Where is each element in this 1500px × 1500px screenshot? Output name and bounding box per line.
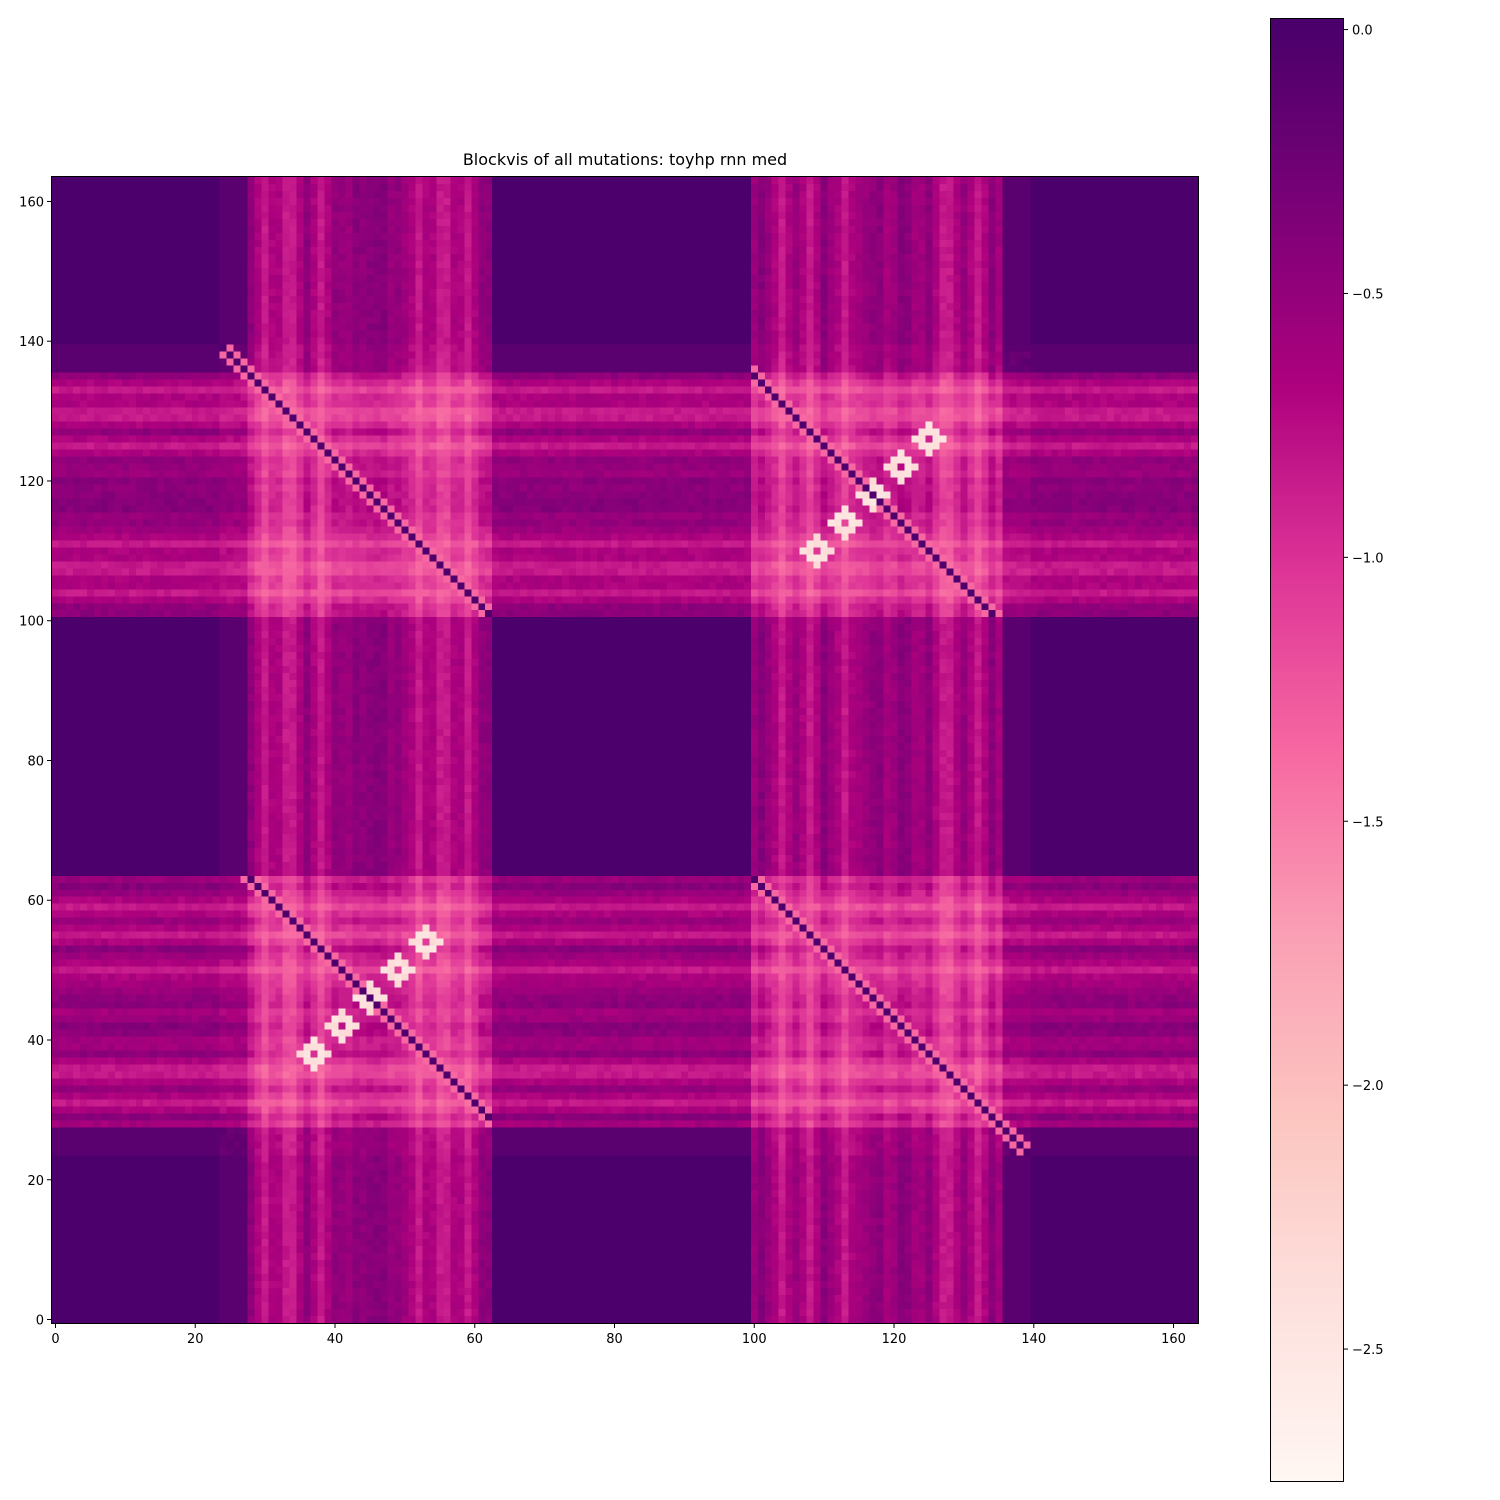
y-tick-label: 120 xyxy=(19,475,44,490)
chart-title: Blockvis of all mutations: toyhp rnn med xyxy=(462,150,788,169)
y-tick-label: 80 xyxy=(27,754,44,769)
x-tick-label: 140 xyxy=(1021,1332,1046,1347)
y-tick-label: 100 xyxy=(19,615,44,630)
colorbar-tick-label: −1.5 xyxy=(1352,815,1384,830)
colorbar-tick-label: −2.5 xyxy=(1352,1343,1384,1358)
x-tick-label: 80 xyxy=(606,1332,623,1347)
colorbar-gradient xyxy=(1271,19,1343,1481)
y-tick-label: 60 xyxy=(27,894,44,909)
y-tick-label: 140 xyxy=(19,335,44,350)
x-tick-label: 40 xyxy=(327,1332,344,1347)
colorbar-tick-label: −1.0 xyxy=(1352,551,1384,566)
y-tick-label: 40 xyxy=(27,1034,44,1049)
y-tick-label: 0 xyxy=(36,1314,44,1329)
colorbar-tick-label: 0.0 xyxy=(1352,24,1373,39)
x-tick-label: 120 xyxy=(882,1332,907,1347)
x-tick-label: 100 xyxy=(742,1332,767,1347)
x-tick-label: 20 xyxy=(187,1332,204,1347)
x-tick-label: 60 xyxy=(466,1332,483,1347)
heatmap-image xyxy=(52,177,1198,1323)
y-tick-label: 20 xyxy=(27,1174,44,1189)
colorbar-tick-label: −0.5 xyxy=(1352,287,1384,302)
x-tick-label: 160 xyxy=(1161,1332,1186,1347)
y-tick-label: 160 xyxy=(19,195,44,210)
x-tick-label: 0 xyxy=(51,1332,59,1347)
colorbar-tick-label: −2.0 xyxy=(1352,1079,1384,1094)
